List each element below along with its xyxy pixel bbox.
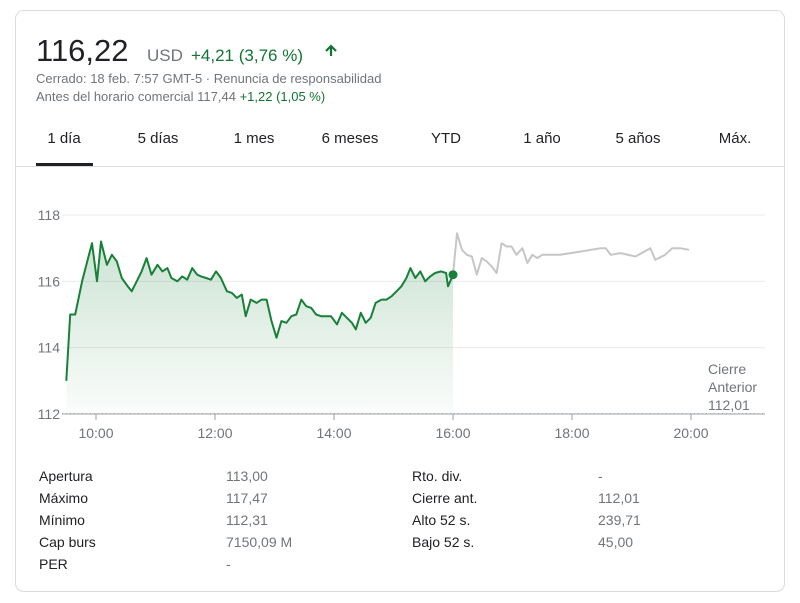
stat-label: Cap burs <box>39 534 96 550</box>
premarket: Antes del horario comercial 117,44 +1,22… <box>36 89 325 104</box>
tab[interactable]: 6 meses <box>322 130 379 147</box>
previous-close-name: Anterior <box>708 379 757 395</box>
tab[interactable]: 5 años <box>615 130 660 147</box>
x-tick-label: 14:00 <box>316 425 351 441</box>
line <box>65 240 454 381</box>
stat-label: PER <box>39 556 68 572</box>
stat-value: 239,71 <box>598 512 641 528</box>
change: +4,21 (3,76 %) <box>191 46 303 65</box>
area <box>66 241 453 414</box>
last-point <box>448 270 458 280</box>
x-tick-label: 20:00 <box>673 425 708 441</box>
x-tick-label: 18:00 <box>554 425 589 441</box>
stat-label: Cierre ant. <box>412 490 477 506</box>
tab[interactable]: 1 año <box>523 130 561 147</box>
tab[interactable]: 5 días <box>138 130 179 147</box>
stat-value: 7150,09 M <box>226 534 292 550</box>
y-tick-label: 118 <box>38 207 61 223</box>
up-arrow <box>325 44 337 56</box>
price: 116,22 <box>36 33 129 68</box>
stat-value: 117,47 <box>226 490 268 506</box>
x-tick-label: 10:00 <box>78 425 113 441</box>
premarket-label: Antes del horario comercial 117,44 <box>36 89 236 104</box>
x-tick-label: 12:00 <box>197 425 232 441</box>
previous-close-name: Cierre <box>708 361 746 377</box>
y-tick-label: 112 <box>38 406 61 422</box>
tab[interactable]: 1 mes <box>234 130 275 147</box>
y-tick-label: 114 <box>38 340 61 356</box>
stat-value: 112,31 <box>226 512 268 528</box>
tab[interactable]: 1 día <box>47 130 81 147</box>
line <box>452 232 690 276</box>
stat-label: Alto 52 s. <box>412 512 470 528</box>
tab-underline <box>36 163 93 166</box>
stat-label: Máximo <box>39 490 88 506</box>
x-tick-label: 16:00 <box>435 425 470 441</box>
stat-value: - <box>598 468 603 484</box>
premarket-change: +1,22 (1,05 %) <box>240 89 326 104</box>
stat-value: - <box>226 556 231 572</box>
currency: USD <box>147 46 183 65</box>
stat-value: 113,00 <box>226 468 268 484</box>
stat-value: 45,00 <box>598 534 633 550</box>
stat-label: Mínimo <box>39 512 85 528</box>
previous-close-value: 112,01 <box>708 397 750 413</box>
y-tick-label: 116 <box>38 273 61 289</box>
tab[interactable]: Máx. <box>719 130 752 147</box>
stat-label: Rto. div. <box>412 468 462 484</box>
stat-label: Apertura <box>39 468 93 484</box>
stat-value: 112,01 <box>598 490 640 506</box>
status: Cerrado: 18 feb. 7:57 GMT-5 · Renuncia d… <box>36 71 381 86</box>
stat-label: Bajo 52 s. <box>412 534 474 550</box>
tab[interactable]: YTD <box>431 130 461 147</box>
